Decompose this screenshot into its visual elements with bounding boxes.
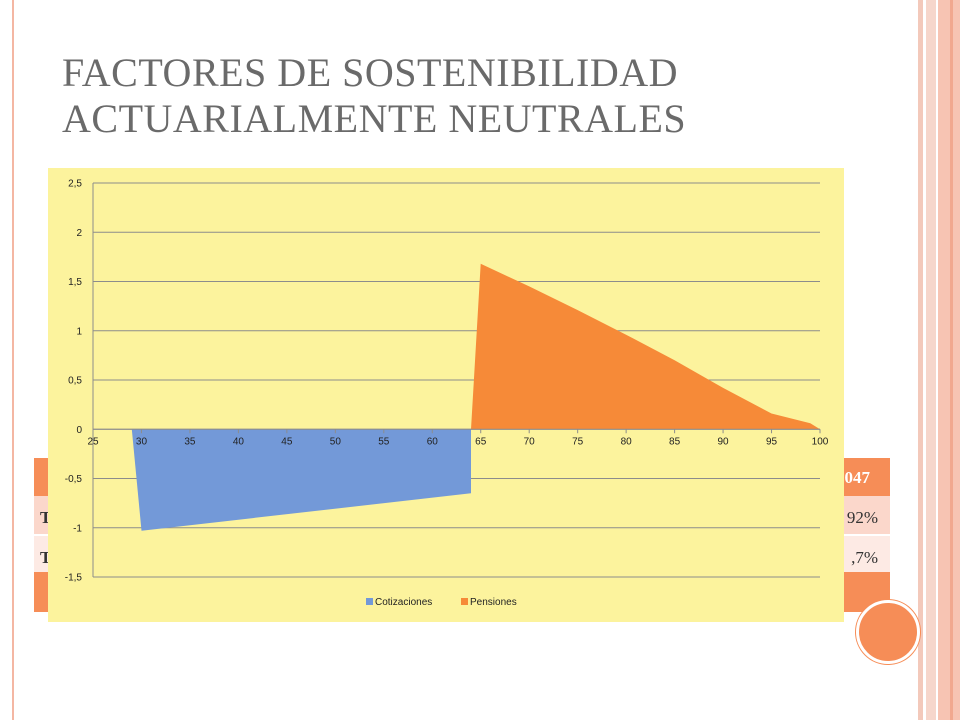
x-tick-label: 25	[87, 436, 99, 447]
x-tick-label: 80	[621, 436, 633, 447]
right-border-band	[950, 0, 953, 720]
left-border-rule	[12, 0, 14, 720]
x-tick-label: 65	[475, 436, 487, 447]
x-tick-label: 45	[281, 436, 293, 447]
y-tick-label: 2,5	[68, 179, 82, 190]
right-border-band	[938, 0, 960, 720]
slide-title-line1: FACTORES DE SOSTENIBILIDAD	[62, 50, 678, 95]
x-tick-label: 60	[427, 436, 439, 447]
y-tick-label: 2	[76, 228, 82, 239]
table-cell: T	[40, 508, 52, 527]
decorative-circle	[856, 600, 920, 664]
y-tick-label: 0	[76, 425, 82, 436]
x-tick-label: 75	[572, 436, 584, 447]
legend-swatch-pensiones	[461, 598, 468, 605]
x-tick-label: 100	[812, 436, 829, 447]
y-tick-label: 0,5	[68, 376, 82, 387]
chart-panel: 2,5 2 1,5 1 0,5 0 -0,5 -1 -1,5 25 30 35 40 45 50 55 60 65…	[48, 168, 844, 622]
x-tick-label: 85	[669, 436, 681, 447]
slide-title-line2: ACTUARIALMENTE NEUTRALES	[62, 96, 687, 141]
y-tick-label: -1	[73, 523, 82, 534]
y-tick-label: -0,5	[65, 474, 83, 485]
y-tick-label: 1	[76, 326, 82, 337]
y-tick-label: -1,5	[65, 573, 83, 584]
series-area-cotizaciones	[131, 429, 472, 531]
x-tick-label: 35	[184, 436, 196, 447]
table-cell: 92%	[846, 508, 878, 527]
x-tick-label: 70	[524, 436, 536, 447]
x-tick-label: 90	[718, 436, 730, 447]
x-tick-label: 30	[136, 436, 148, 447]
series-area-pensiones	[471, 263, 820, 430]
table-cell: ,7%	[851, 548, 878, 567]
legend-label-cotizaciones: Cotizaciones	[375, 597, 432, 608]
right-border-band	[926, 0, 936, 720]
legend-swatch-cotizaciones	[366, 598, 373, 605]
x-tick-label: 50	[330, 436, 342, 447]
area-chart: 2,5 2 1,5 1 0,5 0 -0,5 -1 -1,5 25 30 35 40 45 50 55 60 65…	[65, 179, 829, 609]
slide-title: FACTORES DE SOSTENIBILIDAD ACTUARIALMENT…	[62, 50, 882, 142]
x-tick-label: 40	[233, 436, 245, 447]
x-tick-label: 95	[766, 436, 778, 447]
table-header-cell: 047	[844, 468, 871, 487]
table-cell: T	[40, 548, 52, 567]
right-border-band	[918, 0, 923, 720]
x-tick-label: 55	[378, 436, 390, 447]
legend-label-pensiones: Pensiones	[470, 597, 517, 608]
y-tick-label: 1,5	[68, 277, 82, 288]
